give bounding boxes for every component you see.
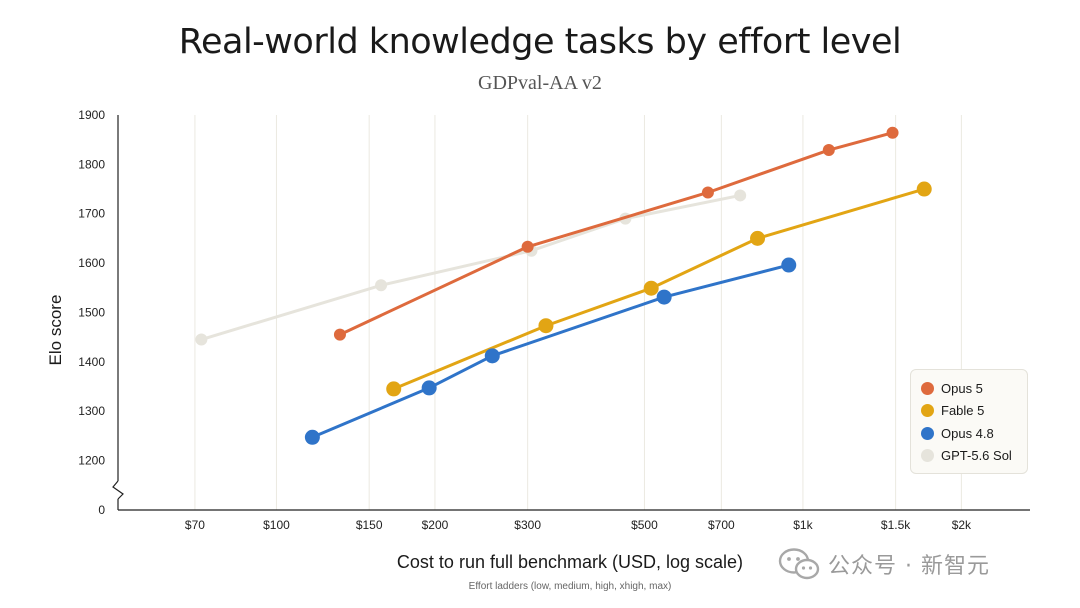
legend-label: Opus 4.8 bbox=[941, 425, 994, 441]
axis-break bbox=[112, 480, 124, 500]
series-line-gpt-5-6-sol bbox=[200, 193, 741, 341]
watermark-text: 公众号 · 新智元 bbox=[828, 554, 990, 579]
x-tick-label: $1k bbox=[793, 518, 813, 532]
legend-label: Fable 5 bbox=[941, 403, 985, 419]
data-point-opus-5 bbox=[822, 144, 835, 157]
x-tick-label: $700 bbox=[708, 518, 735, 532]
data-point-opus-4-8 bbox=[656, 289, 672, 305]
legend-label: Opus 5 bbox=[941, 380, 983, 396]
data-point-fable-5 bbox=[538, 318, 554, 334]
legend-label: GPT-5.6 Sol bbox=[941, 448, 1012, 464]
x-tick-label: $200 bbox=[422, 518, 449, 532]
series-line-fable-5 bbox=[393, 187, 925, 391]
x-tick-label: $100 bbox=[263, 518, 290, 532]
legend-item-opus-5: Opus 5 bbox=[921, 377, 1017, 400]
x-tick-label: $1.5k bbox=[881, 518, 911, 532]
legend-swatch bbox=[921, 381, 934, 395]
data-point-opus-5 bbox=[521, 240, 534, 253]
series-line-opus-5 bbox=[339, 131, 893, 336]
watermark: 公众号 · 新智元 bbox=[778, 546, 990, 582]
y-tick-label: 1400 bbox=[78, 355, 105, 369]
legend-swatch bbox=[921, 404, 934, 418]
y-tick-label: 1200 bbox=[78, 453, 105, 467]
data-point-opus-4-8 bbox=[484, 348, 500, 364]
x-tick-label: $150 bbox=[356, 518, 383, 532]
legend-swatch bbox=[921, 426, 934, 440]
legend: Opus 5 Fable 5 Opus 4.8 GPT-5.6 Sol bbox=[910, 369, 1028, 474]
chart-note: Effort ladders (low, medium, high, xhigh… bbox=[468, 581, 672, 592]
data-point-opus-5 bbox=[886, 126, 899, 139]
x-tick-label: $2k bbox=[952, 518, 972, 532]
series-line-opus-4-8 bbox=[311, 263, 790, 439]
data-point-fable-5 bbox=[386, 381, 402, 397]
data-point-fable-5 bbox=[750, 230, 766, 246]
legend-swatch bbox=[921, 449, 934, 463]
y-tick-label: 1800 bbox=[78, 157, 105, 171]
data-point-opus-4-8 bbox=[421, 380, 437, 396]
x-tick-label: $500 bbox=[631, 518, 658, 532]
legend-item-gpt-5-6-sol: GPT-5.6 Sol bbox=[921, 445, 1017, 468]
y-tick-label: 1300 bbox=[78, 404, 105, 418]
y-axis-label: Elo score bbox=[46, 294, 65, 366]
chart-subtitle: GDPval-AA v2 bbox=[478, 72, 602, 94]
x-tick-labels: $70 $100 $150 $200 $300 $500 $700 $1k $1.5k $2k bbox=[185, 518, 972, 532]
y-tick-labels: 1200 1300 1400 1500 1600 1700 1800 1900 0 bbox=[78, 108, 105, 517]
y-tick-label: 1700 bbox=[78, 207, 105, 221]
legend-item-fable-5: Fable 5 bbox=[921, 400, 1017, 423]
y-tick-label: 1500 bbox=[78, 305, 105, 319]
data-point-opus-4-8 bbox=[304, 429, 320, 445]
data-point-opus-5 bbox=[701, 186, 714, 199]
data-point-gpt-5-6-sol bbox=[375, 279, 388, 292]
chart-title: Real-world knowledge tasks by effort lev… bbox=[178, 22, 902, 62]
data-point-gpt-5-6-sol bbox=[734, 189, 747, 202]
data-point-fable-5 bbox=[916, 181, 932, 197]
data-point-gpt-5-6-sol bbox=[195, 333, 208, 346]
x-axis-label: Cost to run full benchmark (USD, log sca… bbox=[396, 552, 744, 572]
data-point-opus-5 bbox=[333, 328, 346, 341]
legend-item-opus-4-8: Opus 4.8 bbox=[921, 422, 1017, 445]
data-point-opus-4-8 bbox=[781, 257, 797, 273]
x-tick-label: $70 bbox=[185, 518, 205, 532]
y-tick-label: 1600 bbox=[78, 256, 105, 270]
data-point-fable-5 bbox=[643, 280, 659, 296]
series-layer bbox=[195, 126, 932, 445]
y-tick-label: 1900 bbox=[78, 108, 105, 122]
grid-lines bbox=[194, 115, 962, 510]
axes bbox=[112, 115, 1030, 511]
y-tick-label-zero: 0 bbox=[98, 503, 105, 517]
wechat-icon bbox=[778, 548, 820, 580]
x-tick-label: $300 bbox=[514, 518, 541, 532]
